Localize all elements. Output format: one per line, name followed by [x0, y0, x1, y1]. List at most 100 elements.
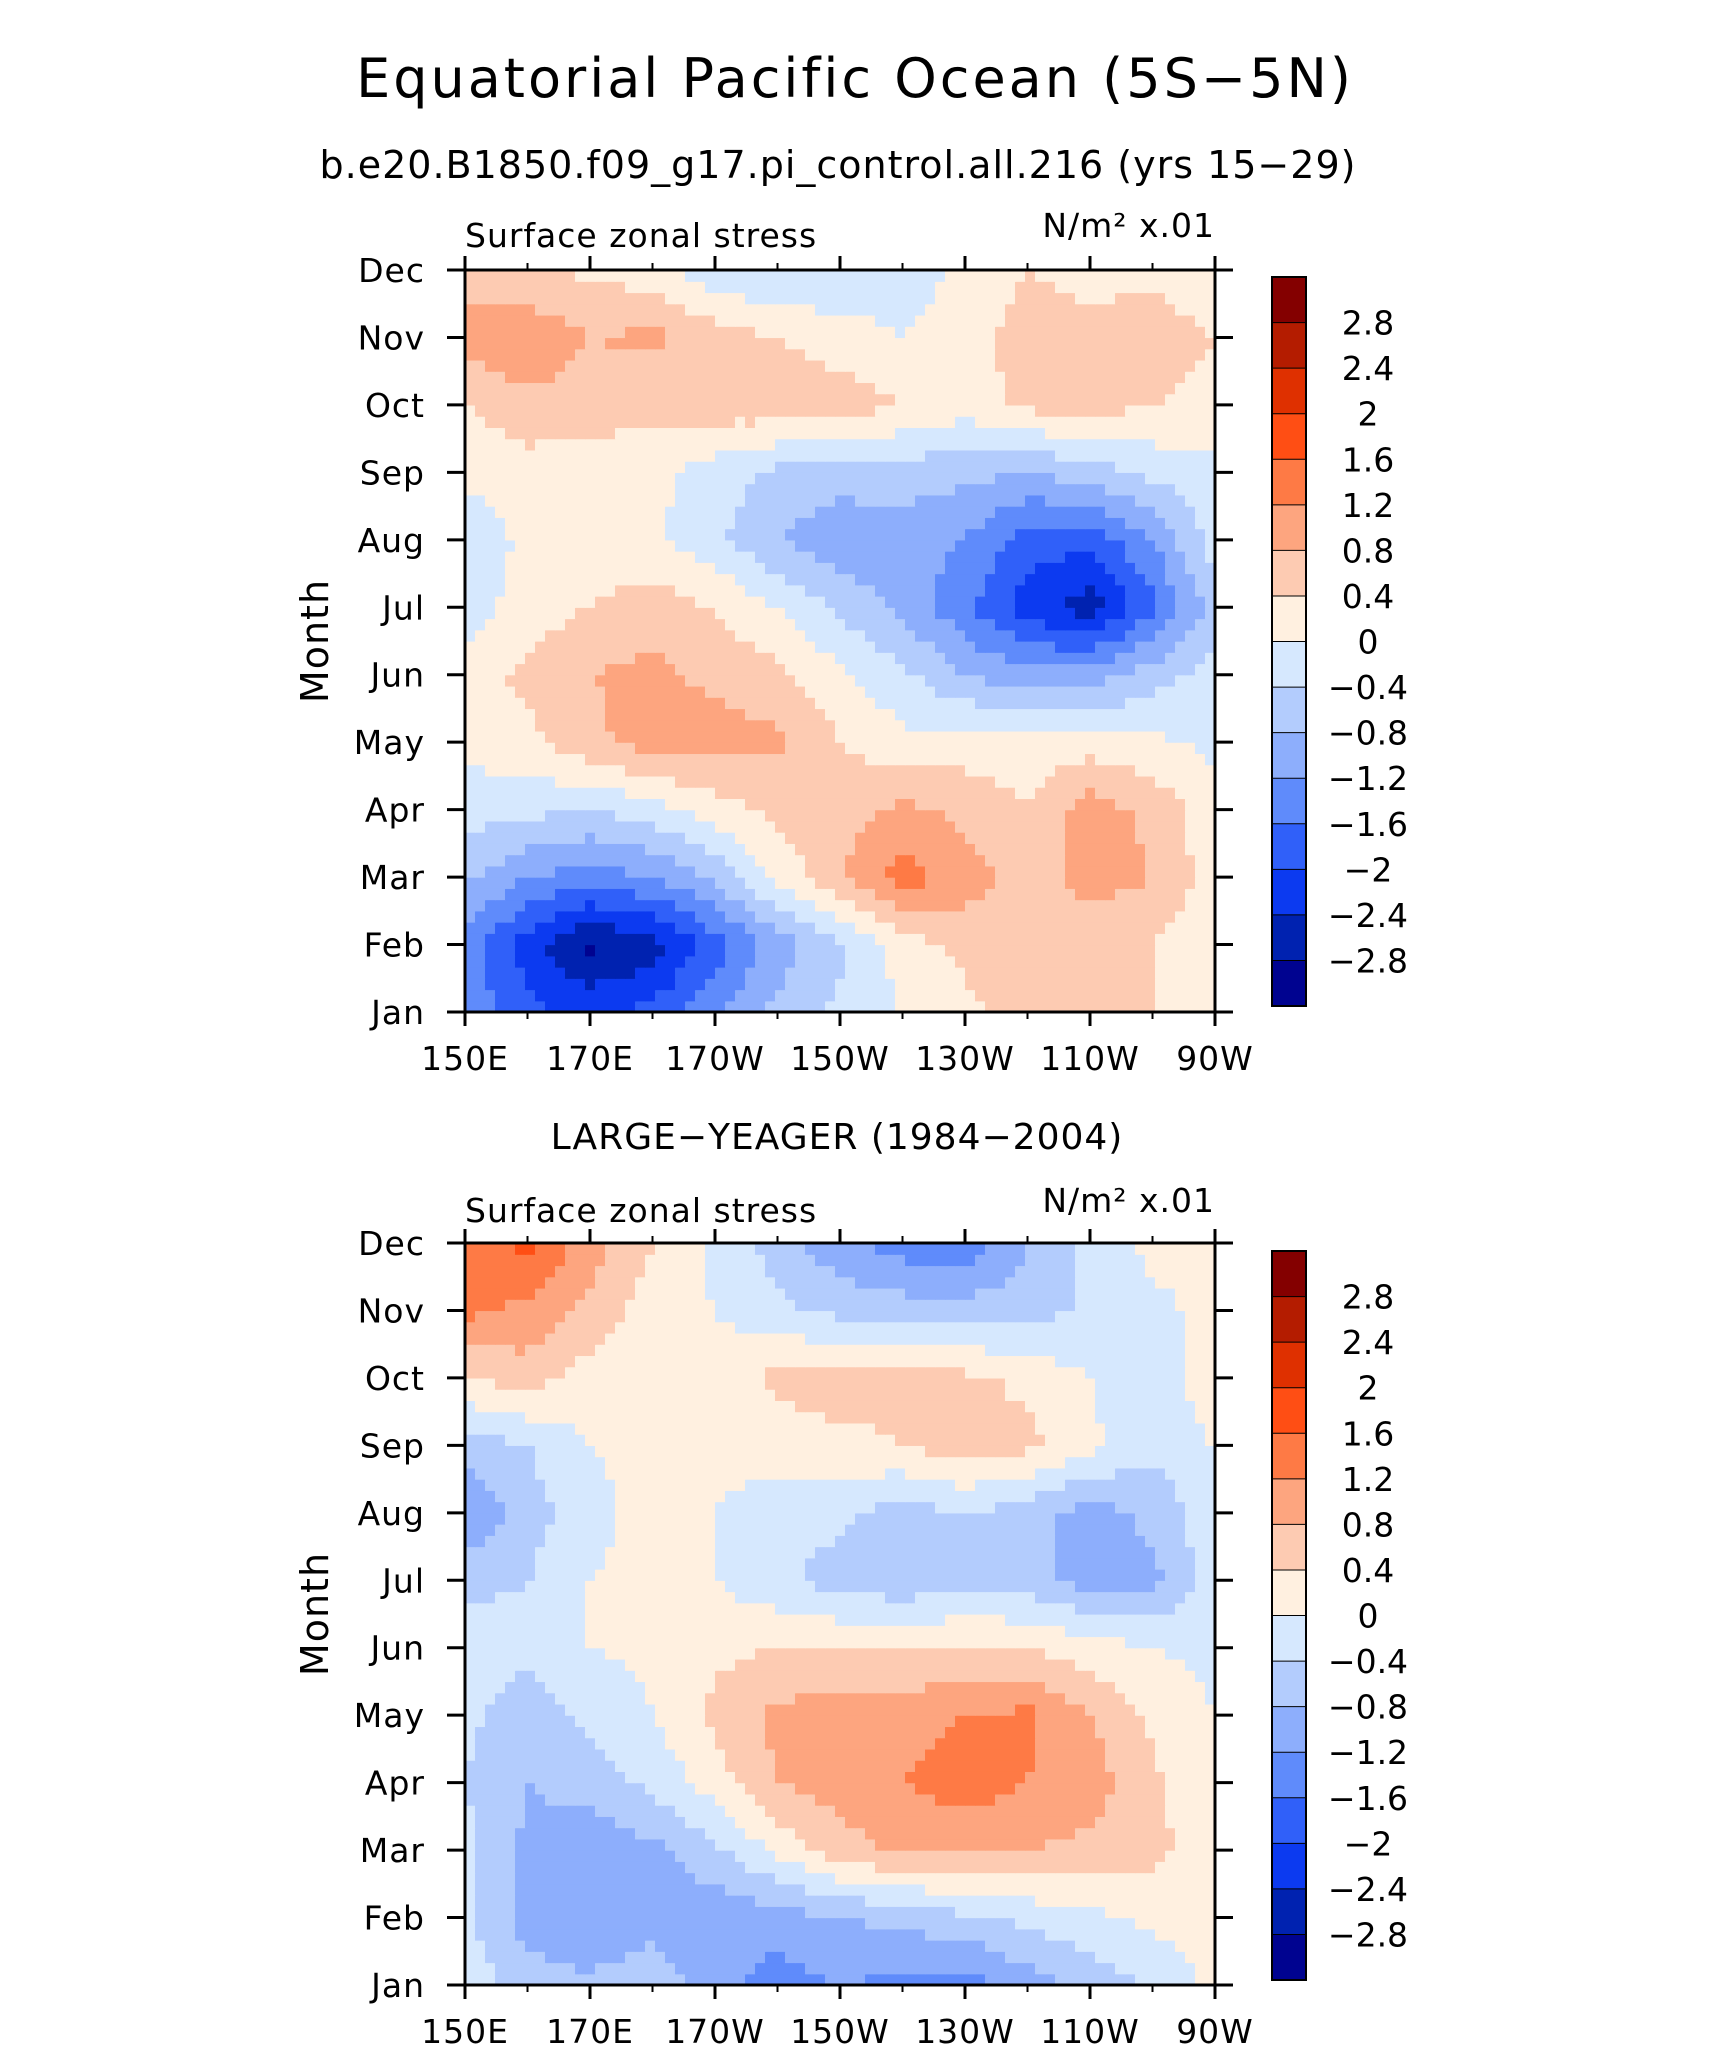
heatmap-cell	[825, 967, 836, 979]
heatmap-cell	[545, 967, 556, 979]
heatmap-cell	[495, 517, 506, 530]
heatmap-cell	[505, 427, 516, 440]
heatmap-cell	[1115, 270, 1126, 282]
heatmap-cell	[1045, 314, 1056, 327]
heatmap-cell	[525, 281, 536, 294]
heatmap-cell	[1165, 303, 1176, 316]
heatmap-cell	[565, 798, 576, 811]
heatmap-cell	[605, 506, 616, 518]
heatmap-cell	[535, 652, 546, 665]
heatmap-cell	[1115, 393, 1126, 406]
heatmap-cell	[1135, 573, 1146, 586]
heatmap-cell	[1185, 978, 1196, 991]
heatmap-cell	[575, 910, 586, 923]
heatmap-cell	[1125, 685, 1136, 698]
heatmap-cell	[1125, 674, 1136, 687]
heatmap-cell	[535, 663, 546, 676]
heatmap-cell	[625, 933, 636, 946]
heatmap-cell	[1005, 326, 1016, 339]
heatmap-cell	[1085, 314, 1096, 327]
heatmap-cell	[865, 382, 876, 395]
heatmap-cell	[585, 899, 596, 912]
heatmap-cell	[915, 371, 926, 384]
heatmap-cell	[1055, 281, 1066, 294]
heatmap-cell	[1115, 674, 1126, 687]
heatmap-cell	[655, 787, 666, 799]
heatmap-cell	[1095, 922, 1106, 934]
heatmap-cell	[965, 730, 976, 743]
heatmap-cell	[665, 764, 676, 777]
heatmap-cell	[935, 326, 946, 339]
heatmap-cell	[795, 888, 806, 901]
heatmap-cell	[695, 708, 706, 721]
heatmap-cell	[1145, 281, 1156, 294]
heatmap-cell	[895, 371, 906, 384]
heatmap-cell	[475, 809, 486, 822]
heatmap-cell	[615, 742, 626, 755]
heatmap-cell	[715, 787, 726, 799]
heatmap-cell	[835, 944, 846, 957]
heatmap-cell	[505, 472, 516, 485]
heatmap-cell	[1045, 629, 1056, 642]
heatmap-cell	[795, 944, 806, 957]
heatmap-cell	[985, 933, 996, 946]
heatmap-cell	[1195, 910, 1206, 923]
heatmap-cell	[505, 933, 516, 946]
heatmap-cell	[845, 506, 856, 518]
heatmap-cell	[945, 449, 956, 462]
heatmap-cell	[525, 348, 536, 361]
heatmap-cell	[925, 944, 936, 957]
heatmap-cell	[1125, 809, 1136, 822]
heatmap-cell	[1205, 877, 1216, 889]
heatmap-cell	[665, 899, 676, 912]
heatmap-cell	[1145, 416, 1156, 428]
heatmap-cell	[485, 303, 496, 316]
heatmap-cell	[855, 978, 866, 991]
heatmap-cell	[665, 427, 676, 440]
heatmap-cell	[925, 461, 936, 473]
heatmap-cell	[915, 944, 926, 957]
heatmap-cell	[485, 697, 496, 710]
heatmap-cell	[915, 562, 926, 575]
heatmap-cell	[635, 652, 646, 665]
heatmap-cell	[685, 584, 696, 597]
heatmap-cell	[1175, 730, 1186, 743]
heatmap-cell	[645, 775, 656, 788]
heatmap-cell	[785, 944, 796, 957]
heatmap-cell	[505, 292, 516, 305]
heatmap-cell	[745, 955, 756, 968]
heatmap-cell	[805, 528, 816, 541]
heatmap-cell	[1175, 1000, 1186, 1013]
heatmap-cell	[1025, 854, 1036, 867]
heatmap-cell	[565, 371, 576, 384]
heatmap-cell	[875, 326, 886, 339]
heatmap-cell	[1165, 663, 1176, 676]
heatmap-cell	[515, 820, 526, 833]
heatmap-cell	[915, 607, 926, 620]
heatmap-cell	[1165, 562, 1176, 575]
heatmap-cell	[735, 326, 746, 339]
heatmap-cell	[795, 899, 806, 912]
heatmap-cell	[845, 899, 856, 912]
heatmap-cell	[875, 967, 886, 979]
heatmap-cell	[565, 584, 576, 597]
heatmap-cell	[1115, 697, 1126, 710]
heatmap-cell	[935, 314, 946, 327]
heatmap-cell	[485, 494, 496, 507]
heatmap-cell	[1005, 314, 1016, 327]
heatmap-cell	[525, 888, 536, 901]
heatmap-cell	[1185, 854, 1196, 867]
heatmap-cell	[1145, 584, 1156, 597]
heatmap-cell	[995, 854, 1006, 867]
heatmap-cell	[885, 742, 896, 755]
heatmap-cell	[985, 596, 996, 608]
heatmap-cell	[1105, 382, 1116, 395]
heatmap-cell	[815, 854, 826, 867]
heatmap-cell	[875, 798, 886, 811]
heatmap-cell	[695, 674, 706, 687]
heatmap-cell	[705, 764, 716, 777]
heatmap-cell	[675, 742, 686, 755]
heatmap-cell	[985, 573, 996, 586]
heatmap-cell	[825, 764, 836, 777]
heatmap-cell	[515, 922, 526, 934]
